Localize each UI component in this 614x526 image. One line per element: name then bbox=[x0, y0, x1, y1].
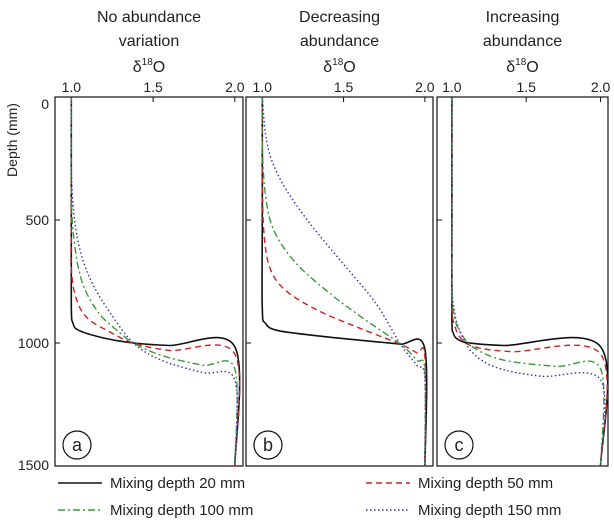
series-line-3 bbox=[450, 96, 605, 467]
panel-label-circle bbox=[253, 430, 283, 460]
y-tick-label: 1500 bbox=[18, 457, 49, 473]
series-line-1 bbox=[450, 96, 609, 467]
plot-frame bbox=[436, 96, 609, 467]
x-tick-label: 1.5 bbox=[334, 79, 354, 95]
series-line-3 bbox=[261, 96, 427, 467]
x-axis-label-tail: O bbox=[153, 59, 165, 76]
legend-item: Mixing depth 50 mm bbox=[366, 475, 553, 492]
series-line-1 bbox=[261, 96, 428, 467]
x-axis-label-tail: O bbox=[526, 59, 538, 76]
x-axis-label-delta: δ bbox=[506, 59, 515, 76]
x-axis-label-delta: δ bbox=[323, 59, 332, 76]
series-line-4 bbox=[261, 96, 427, 467]
series-line-2 bbox=[450, 96, 608, 467]
y-axis-label: Depth (mm) bbox=[4, 103, 20, 177]
x-tick-label: 2.0 bbox=[225, 79, 245, 95]
x-tick-label: 2.0 bbox=[591, 79, 611, 95]
x-axis-label: δ18O bbox=[506, 57, 538, 76]
panel-title-line: variation bbox=[119, 33, 179, 50]
x-axis-label-delta: δ bbox=[133, 59, 142, 76]
panel-a: No abundance variation δ18O 1.0 1.5 2.0 0 500 10… bbox=[18, 9, 245, 473]
y-tick-label: 500 bbox=[26, 212, 50, 228]
x-tick-label: 1.0 bbox=[62, 79, 82, 95]
series-line-2 bbox=[261, 96, 427, 467]
x-tick-label: 1.0 bbox=[253, 79, 273, 95]
legend-item: Mixing depth 20 mm bbox=[58, 475, 245, 492]
panel-c: Increasing abundance δ18O 1.0 1.5 2.0 c bbox=[436, 9, 611, 467]
panel-label: a bbox=[72, 435, 83, 455]
y-tick-label: 0 bbox=[41, 96, 49, 112]
x-tick-label: 1.0 bbox=[442, 79, 462, 95]
x-axis-label: δ18O bbox=[323, 57, 355, 76]
x-axis-label-tail: O bbox=[343, 59, 355, 76]
y-tick-label: 1000 bbox=[18, 335, 49, 351]
panel-label-circle bbox=[62, 430, 92, 460]
x-tick-label: 1.5 bbox=[516, 79, 536, 95]
legend-label: Mixing depth 100 mm bbox=[110, 502, 253, 519]
legend-item: Mixing depth 150 mm bbox=[366, 502, 561, 519]
series-line-4 bbox=[450, 96, 606, 467]
series-line-3 bbox=[70, 96, 238, 467]
x-axis-label-sup: 18 bbox=[142, 57, 154, 68]
panel-title-line: abundance bbox=[483, 33, 562, 50]
series-line-2 bbox=[70, 97, 241, 467]
series-line-4 bbox=[70, 96, 238, 467]
panel-title-line: Increasing bbox=[486, 9, 560, 26]
legend-item: Mixing depth 100 mm bbox=[58, 502, 253, 519]
panel-label: b bbox=[263, 435, 273, 455]
panel-title-line: No abundance bbox=[97, 9, 201, 26]
x-axis-label: δ18O bbox=[133, 57, 165, 76]
legend-label: Mixing depth 50 mm bbox=[418, 475, 553, 492]
series-line-1 bbox=[70, 97, 241, 467]
legend-label: Mixing depth 20 mm bbox=[110, 475, 245, 492]
panel-title-line: abundance bbox=[300, 33, 379, 50]
x-axis-label-sup: 18 bbox=[515, 57, 527, 68]
panel-label: c bbox=[455, 435, 464, 455]
panel-b: Decreasing abundance δ18O 1.0 1.5 2.0 b bbox=[245, 9, 435, 467]
x-axis-label-sup: 18 bbox=[332, 57, 344, 68]
x-tick-label: 1.5 bbox=[143, 79, 163, 95]
panel-title-line: Decreasing bbox=[299, 9, 380, 26]
legend-label: Mixing depth 150 mm bbox=[418, 502, 561, 519]
plot-frame bbox=[54, 96, 244, 467]
plot-frame bbox=[245, 96, 434, 467]
panel-label-circle bbox=[444, 430, 474, 460]
x-tick-label: 2.0 bbox=[415, 79, 435, 95]
